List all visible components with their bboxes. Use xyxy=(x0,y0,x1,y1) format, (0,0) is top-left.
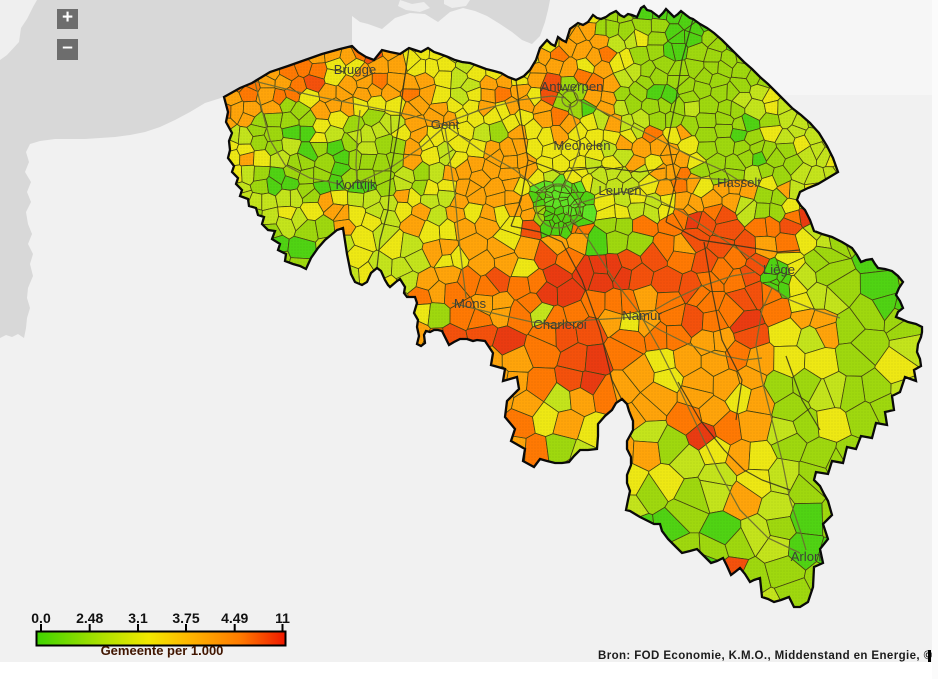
svg-text:11: 11 xyxy=(275,610,290,626)
svg-text:Gemeente per 1.000: Gemeente per 1.000 xyxy=(101,643,224,658)
svg-text:Liège: Liège xyxy=(763,262,795,277)
svg-text:Gent: Gent xyxy=(431,117,460,132)
svg-text:Arlon: Arlon xyxy=(791,549,822,564)
svg-text:Hasselt: Hasselt xyxy=(717,175,761,190)
svg-text:2.48: 2.48 xyxy=(76,610,103,626)
svg-text:4.49: 4.49 xyxy=(221,610,248,626)
svg-text:Antwerpen: Antwerpen xyxy=(540,79,603,94)
svg-text:Kortrijk: Kortrijk xyxy=(335,177,376,192)
svg-text:Charleroi: Charleroi xyxy=(533,317,587,332)
svg-text:Mechelen: Mechelen xyxy=(553,138,610,153)
svg-text:Leuven: Leuven xyxy=(598,183,641,198)
svg-text:Namur: Namur xyxy=(622,308,662,323)
svg-text:0.0: 0.0 xyxy=(31,610,51,626)
svg-text:3.1: 3.1 xyxy=(128,610,148,626)
svg-text:Mons: Mons xyxy=(454,296,487,311)
svg-text:3.75: 3.75 xyxy=(172,610,199,626)
svg-text:Brugge: Brugge xyxy=(334,62,377,77)
